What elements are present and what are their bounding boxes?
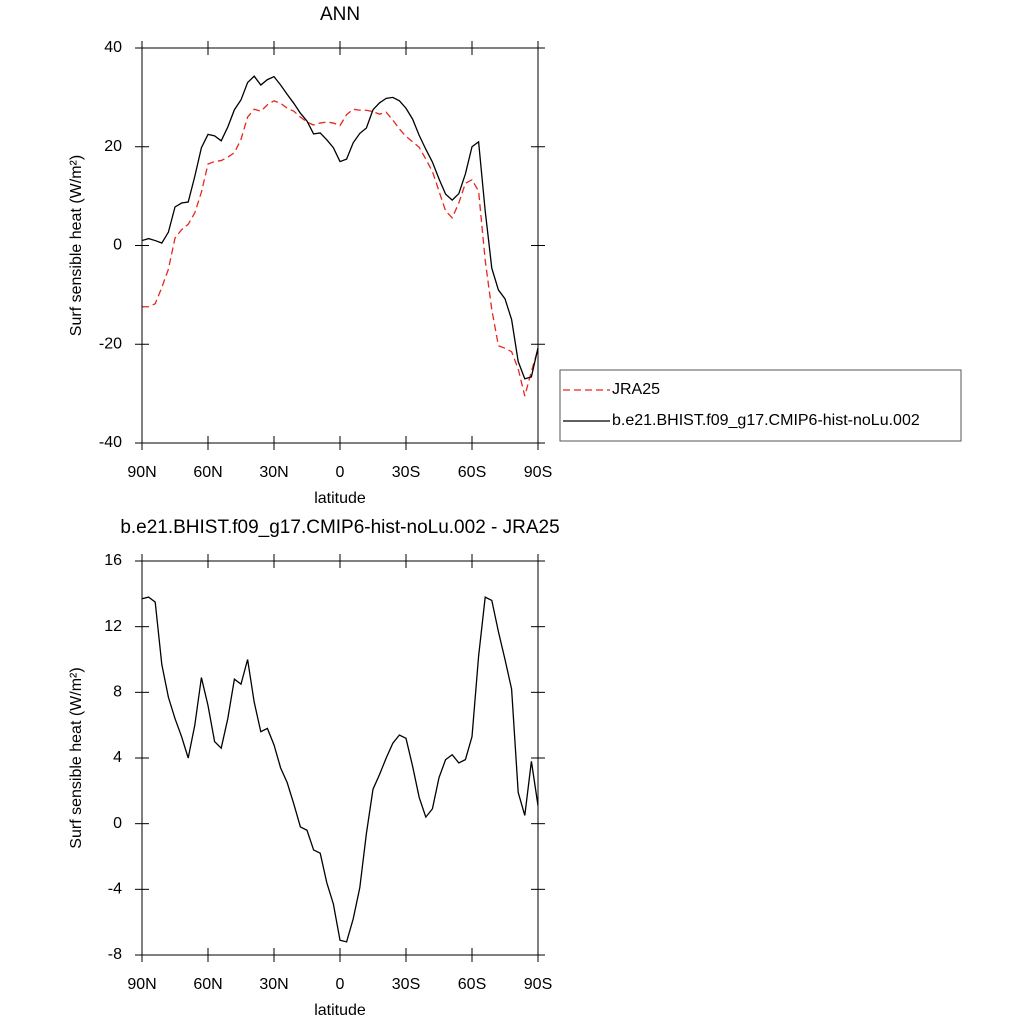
x-tick-label: 30S — [392, 464, 420, 481]
plot-frame — [141, 560, 539, 956]
legend-label: JRA25 — [612, 381, 660, 398]
y-tick-label: -40 — [99, 434, 122, 451]
x-tick-label: 60N — [193, 976, 222, 993]
x-tick-label: 60S — [458, 976, 486, 993]
y-axis-label: Surf sensible heat (W/m²) — [68, 155, 85, 336]
x-tick-label: 60S — [458, 464, 486, 481]
plot-frame — [141, 47, 539, 444]
x-tick-label: 0 — [336, 976, 345, 993]
y-axis-label: Surf sensible heat (W/m²) — [68, 667, 85, 848]
chart-title: b.e21.BHIST.f09_g17.CMIP6-hist-noLu.002 … — [120, 517, 559, 538]
data-line — [141, 75, 539, 380]
y-tick-label: -8 — [108, 946, 122, 963]
y-tick-label: 0 — [113, 815, 122, 832]
legend-box — [559, 369, 962, 442]
y-tick-label: 8 — [113, 684, 122, 701]
x-tick-label: 60N — [193, 464, 222, 481]
x-axis-label: latitude — [314, 490, 366, 507]
data-line — [141, 596, 539, 943]
chart-title: ANN — [320, 4, 360, 25]
x-tick-label: 30S — [392, 976, 420, 993]
y-tick-label: -4 — [108, 881, 122, 898]
x-tick-label: 90N — [127, 464, 156, 481]
x-tick-label: 30N — [259, 464, 288, 481]
y-tick-label: 4 — [113, 749, 122, 766]
x-tick-label: 0 — [336, 464, 345, 481]
x-tick-label: 30N — [259, 976, 288, 993]
y-tick-label: -20 — [99, 335, 122, 352]
x-tick-label: 90S — [524, 464, 552, 481]
y-tick-label: 20 — [104, 138, 122, 155]
y-tick-label: 12 — [104, 618, 122, 635]
x-tick-label: 90S — [524, 976, 552, 993]
y-tick-label: 40 — [104, 39, 122, 56]
x-tick-label: 90N — [127, 976, 156, 993]
data-line — [142, 100, 539, 397]
y-tick-label: 16 — [104, 552, 122, 569]
legend-label: b.e21.BHIST.f09_g17.CMIP6-hist-noLu.002 — [612, 412, 920, 429]
x-axis-label: latitude — [314, 1002, 366, 1019]
y-tick-label: 0 — [113, 237, 122, 254]
